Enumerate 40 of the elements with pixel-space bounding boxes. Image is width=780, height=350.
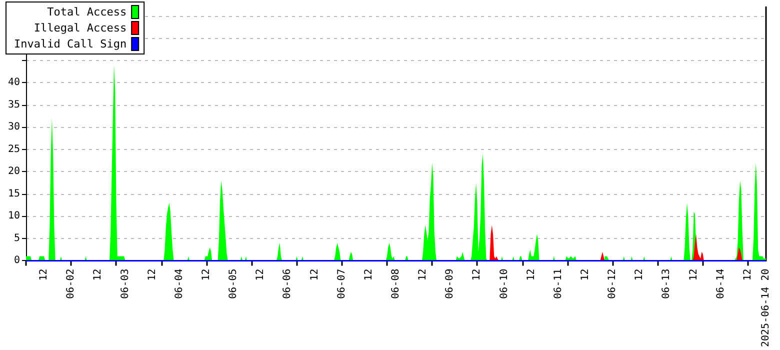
x-tick-label: 06-09 <box>444 268 456 299</box>
y-tick-label: 15 <box>8 188 20 200</box>
x-tick-label: 06-06 <box>282 268 294 299</box>
x-tick-label: 12 <box>38 268 50 281</box>
x-tick-label: 06-12 <box>607 268 618 299</box>
x-tick-label: 12 <box>146 268 158 281</box>
x-tick-label: 12 <box>255 268 266 281</box>
y-tick-label: 0 <box>14 255 20 266</box>
y-tick-label: 35 <box>8 99 20 110</box>
x-tick-label: 06-07 <box>336 268 348 299</box>
x-tick-label: 06-10 <box>498 268 510 299</box>
x-tick-label: 12 <box>688 268 700 281</box>
legend-label: Invalid Call Sign <box>14 38 127 50</box>
y-tick-label: 20 <box>8 166 20 178</box>
y-tick-label: 5 <box>14 232 20 244</box>
x-tick-label: 12 <box>472 268 483 281</box>
legend-label: Illegal Access <box>34 22 127 34</box>
x-tick-label: 2025-06-14 20 <box>760 268 772 348</box>
x-tick-label: 12 <box>92 268 104 281</box>
x-tick-label: 12 <box>309 268 320 281</box>
x-tick-label: 12 <box>363 268 374 281</box>
x-tick-label: 12 <box>634 268 646 281</box>
y-tick-label: 30 <box>8 122 20 133</box>
x-tick-label: 06-14 <box>715 268 726 299</box>
x-tick-label: 12 <box>526 268 537 281</box>
x-tick-label: 06-04 <box>174 268 185 299</box>
x-tick-label: 06-02 <box>66 268 77 299</box>
x-tick-label: 06-11 <box>552 268 564 299</box>
y-tick-label: 40 <box>8 77 20 88</box>
y-tick-label: 25 <box>8 144 20 155</box>
legend-label: Total Access <box>47 6 127 18</box>
x-tick-label: 12 <box>200 268 212 281</box>
x-tick-label: 06-05 <box>228 268 240 299</box>
x-tick-label: 06-03 <box>120 268 131 299</box>
x-tick-label: 06-13 <box>661 268 672 299</box>
y-tick-label: 10 <box>8 210 20 222</box>
x-tick-label: 06-08 <box>390 268 402 299</box>
x-tick-label: 12 <box>418 268 429 281</box>
x-tick-label: 12 <box>580 268 592 281</box>
x-tick-label: 12 <box>742 268 754 281</box>
